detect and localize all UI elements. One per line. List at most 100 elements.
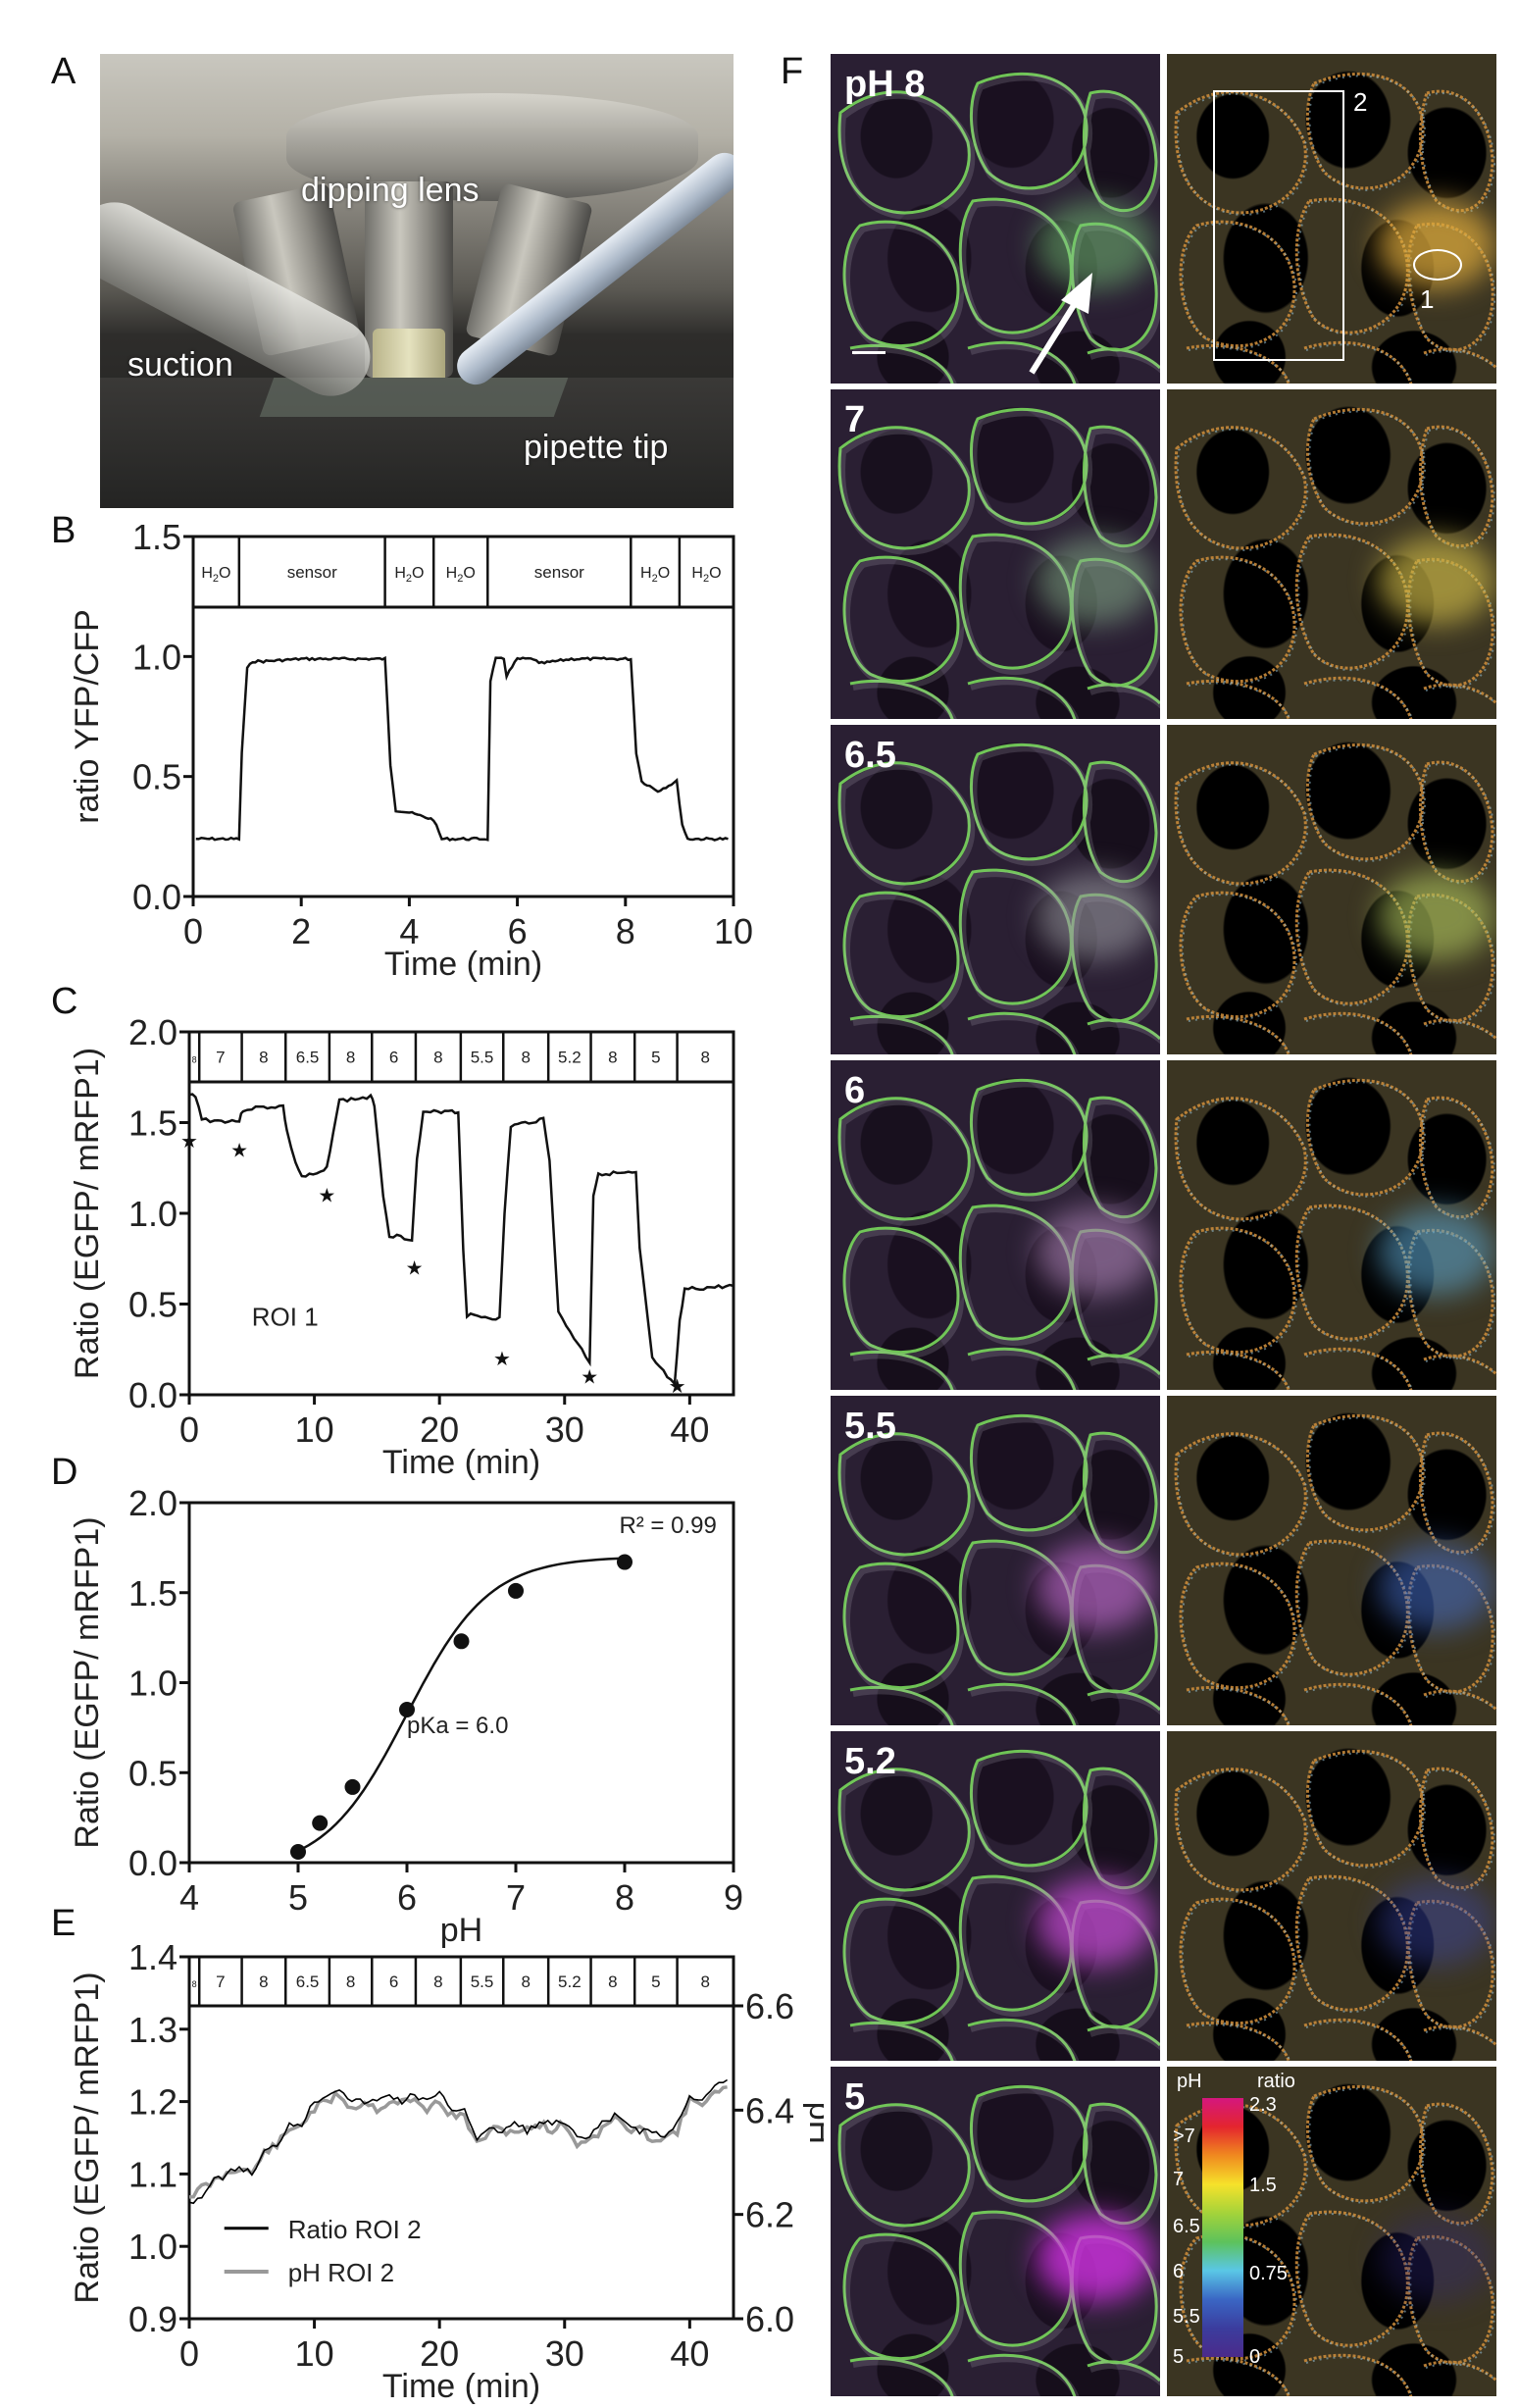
ratio-image-row-6 bbox=[1167, 1731, 1496, 2061]
x-tick-label: 0 bbox=[179, 2333, 199, 2374]
merge-image-row-5: 5.5 bbox=[831, 1396, 1160, 1725]
ratio-cytosolic-signal bbox=[1378, 872, 1495, 960]
x-tick-label: 10 bbox=[295, 2333, 334, 2374]
cytosolic-signal bbox=[1037, 1207, 1154, 1296]
condition-label: 6 bbox=[389, 1049, 398, 1067]
y-tick-label: 1.0 bbox=[128, 2227, 177, 2267]
x-tick-label: 20 bbox=[420, 2333, 459, 2374]
panel-letter-e: E bbox=[51, 1903, 76, 1944]
condition-label: 6.5 bbox=[296, 1049, 320, 1067]
y-tick-label: 1.4 bbox=[128, 1937, 177, 1977]
panel-letter-c: C bbox=[51, 981, 78, 1022]
arrow-icon bbox=[1029, 273, 1092, 375]
condition-label: 7 bbox=[216, 1973, 225, 1991]
colorbar-ratio-tick: 0 bbox=[1249, 2346, 1261, 2368]
row-label-ph: 6 bbox=[844, 1070, 866, 1111]
condition-label: 8 bbox=[433, 1973, 442, 1991]
ratio-cytosolic-signal bbox=[1378, 1878, 1495, 1967]
y-right-tick-label: 6.2 bbox=[745, 2195, 794, 2235]
data-point bbox=[312, 1815, 329, 1831]
x-tick-label: 8 bbox=[616, 911, 635, 951]
y-right-tick-label: 6.4 bbox=[745, 2090, 794, 2130]
y-tick-label: 0.5 bbox=[128, 1285, 177, 1325]
y-tick-label: 0.0 bbox=[128, 1375, 177, 1415]
plot-frame bbox=[187, 1955, 735, 2321]
colorbar bbox=[1202, 2098, 1243, 2357]
x-tick-label: 6 bbox=[508, 911, 528, 951]
ratio-cytosolic-signal bbox=[1378, 537, 1495, 625]
x-tick-label: 20 bbox=[420, 1409, 459, 1450]
x-tick-label: 30 bbox=[545, 1409, 584, 1450]
label-dipping-lens: dipping lens bbox=[301, 172, 480, 209]
condition-label: 8 bbox=[259, 1973, 268, 1991]
panel-letter-b: B bbox=[51, 510, 76, 551]
membrane-signal bbox=[837, 743, 1160, 1054]
y-axis-title: Ratio (EGFP/ mRFP1) bbox=[69, 1972, 106, 2303]
x-axis-title: Time (min) bbox=[384, 946, 542, 983]
x-tick-label: 2 bbox=[291, 911, 311, 951]
y-tick-label: 2.0 bbox=[128, 1483, 177, 1523]
label-suction: suction bbox=[127, 346, 233, 384]
ratio-image-row-4 bbox=[1167, 1060, 1496, 1390]
x-tick-label: 0 bbox=[183, 911, 203, 951]
row-label-ph: 5 bbox=[844, 2076, 866, 2118]
star-marker: ★ bbox=[180, 1131, 198, 1153]
y-tick-label: 0.5 bbox=[128, 1753, 177, 1793]
chart-D: 0.0 0.5 1.0 1.5 2.0 4 5 6 7 8 9 pH Ratio (EGFP/ mRFP… bbox=[69, 1483, 743, 1949]
cytosolic-signal bbox=[1037, 2214, 1154, 2302]
x-tick-label: 10 bbox=[714, 911, 753, 951]
label-pipette-tip: pipette tip bbox=[524, 429, 669, 466]
merge-image-row-6: 5.2 bbox=[831, 1731, 1160, 2061]
row-label-ph: 5.2 bbox=[844, 1741, 896, 1782]
star-marker: ★ bbox=[493, 1349, 511, 1370]
condition-label: 8 bbox=[521, 1049, 530, 1067]
row-label-ph: 7 bbox=[844, 399, 866, 440]
membrane-signal bbox=[837, 2084, 1160, 2396]
y-tick-label: 0.5 bbox=[132, 757, 181, 797]
condition-label-h2o: H2O bbox=[446, 565, 476, 585]
star-marker: ★ bbox=[406, 1258, 424, 1280]
condition-label: 5.2 bbox=[558, 1049, 582, 1067]
x-tick-label: 30 bbox=[545, 2333, 584, 2374]
roi-annotation: ROI 1 bbox=[252, 1303, 319, 1332]
condition-label: 5.5 bbox=[471, 1973, 494, 1991]
condition-label: 8 bbox=[192, 1979, 197, 1989]
condition-label: 7 bbox=[216, 1049, 225, 1067]
x-axis-title: Time (min) bbox=[382, 2368, 540, 2405]
star-marker: ★ bbox=[669, 1376, 686, 1398]
membrane-signal bbox=[837, 407, 1160, 719]
ratio-cytosolic-signal bbox=[1378, 2214, 1495, 2302]
ratio-membrane-signal bbox=[1174, 743, 1496, 1054]
condition-label: 8 bbox=[608, 1049, 617, 1067]
chart-C: 0.0 0.5 1.0 1.5 2.0 0 10 20 30 40 Time (min) Ratio … bbox=[69, 1012, 735, 1481]
row-label-ph: 6.5 bbox=[844, 735, 896, 776]
membrane-signal bbox=[837, 1413, 1160, 1725]
data-point bbox=[399, 1702, 415, 1718]
y-axis-title: Ratio (EGFP/ mRFP1) bbox=[69, 1516, 106, 1848]
colorbar-ratio-tick: 0.75 bbox=[1249, 2263, 1288, 2284]
condition-label: 5.5 bbox=[471, 1049, 494, 1067]
colorbar-ratio-tick: 1.5 bbox=[1249, 2175, 1277, 2196]
x-tick-label: 10 bbox=[295, 1409, 334, 1450]
colorbar-ph-tick: 7 bbox=[1173, 2169, 1185, 2190]
ratio-membrane-signal bbox=[1174, 1413, 1496, 1725]
membrane-signal bbox=[837, 72, 1160, 384]
pka-annotation: pKa = 6.0 bbox=[407, 1713, 508, 1739]
x-tick-label: 8 bbox=[615, 1877, 634, 1918]
condition-label: 8 bbox=[259, 1049, 268, 1067]
x-tick-label: 4 bbox=[399, 911, 419, 951]
colorbar-ph-tick: >7 bbox=[1173, 2126, 1195, 2147]
condition-label-h2o: H2O bbox=[201, 565, 230, 585]
condition-label: sensor bbox=[534, 563, 584, 582]
x-tick-label: 6 bbox=[397, 1877, 417, 1918]
y-axis-title: Ratio (EGFP/ mRFP1) bbox=[69, 1048, 106, 1379]
data-line-roi1 bbox=[188, 1093, 734, 1387]
objective-turret bbox=[286, 93, 698, 201]
condition-label: 6 bbox=[389, 1973, 398, 1991]
cytosolic-signal bbox=[1037, 201, 1154, 289]
merge-image-row-7: 5 bbox=[831, 2067, 1160, 2396]
data-point bbox=[453, 1633, 470, 1650]
panel-letter-f: F bbox=[781, 51, 804, 92]
chart-E: 0.9 1.0 1.1 1.2 1.3 1.4 0 10 20 30 40 Time (min) Rat… bbox=[69, 1937, 824, 2405]
colorbar-ratio-title: ratio bbox=[1257, 2071, 1295, 2092]
